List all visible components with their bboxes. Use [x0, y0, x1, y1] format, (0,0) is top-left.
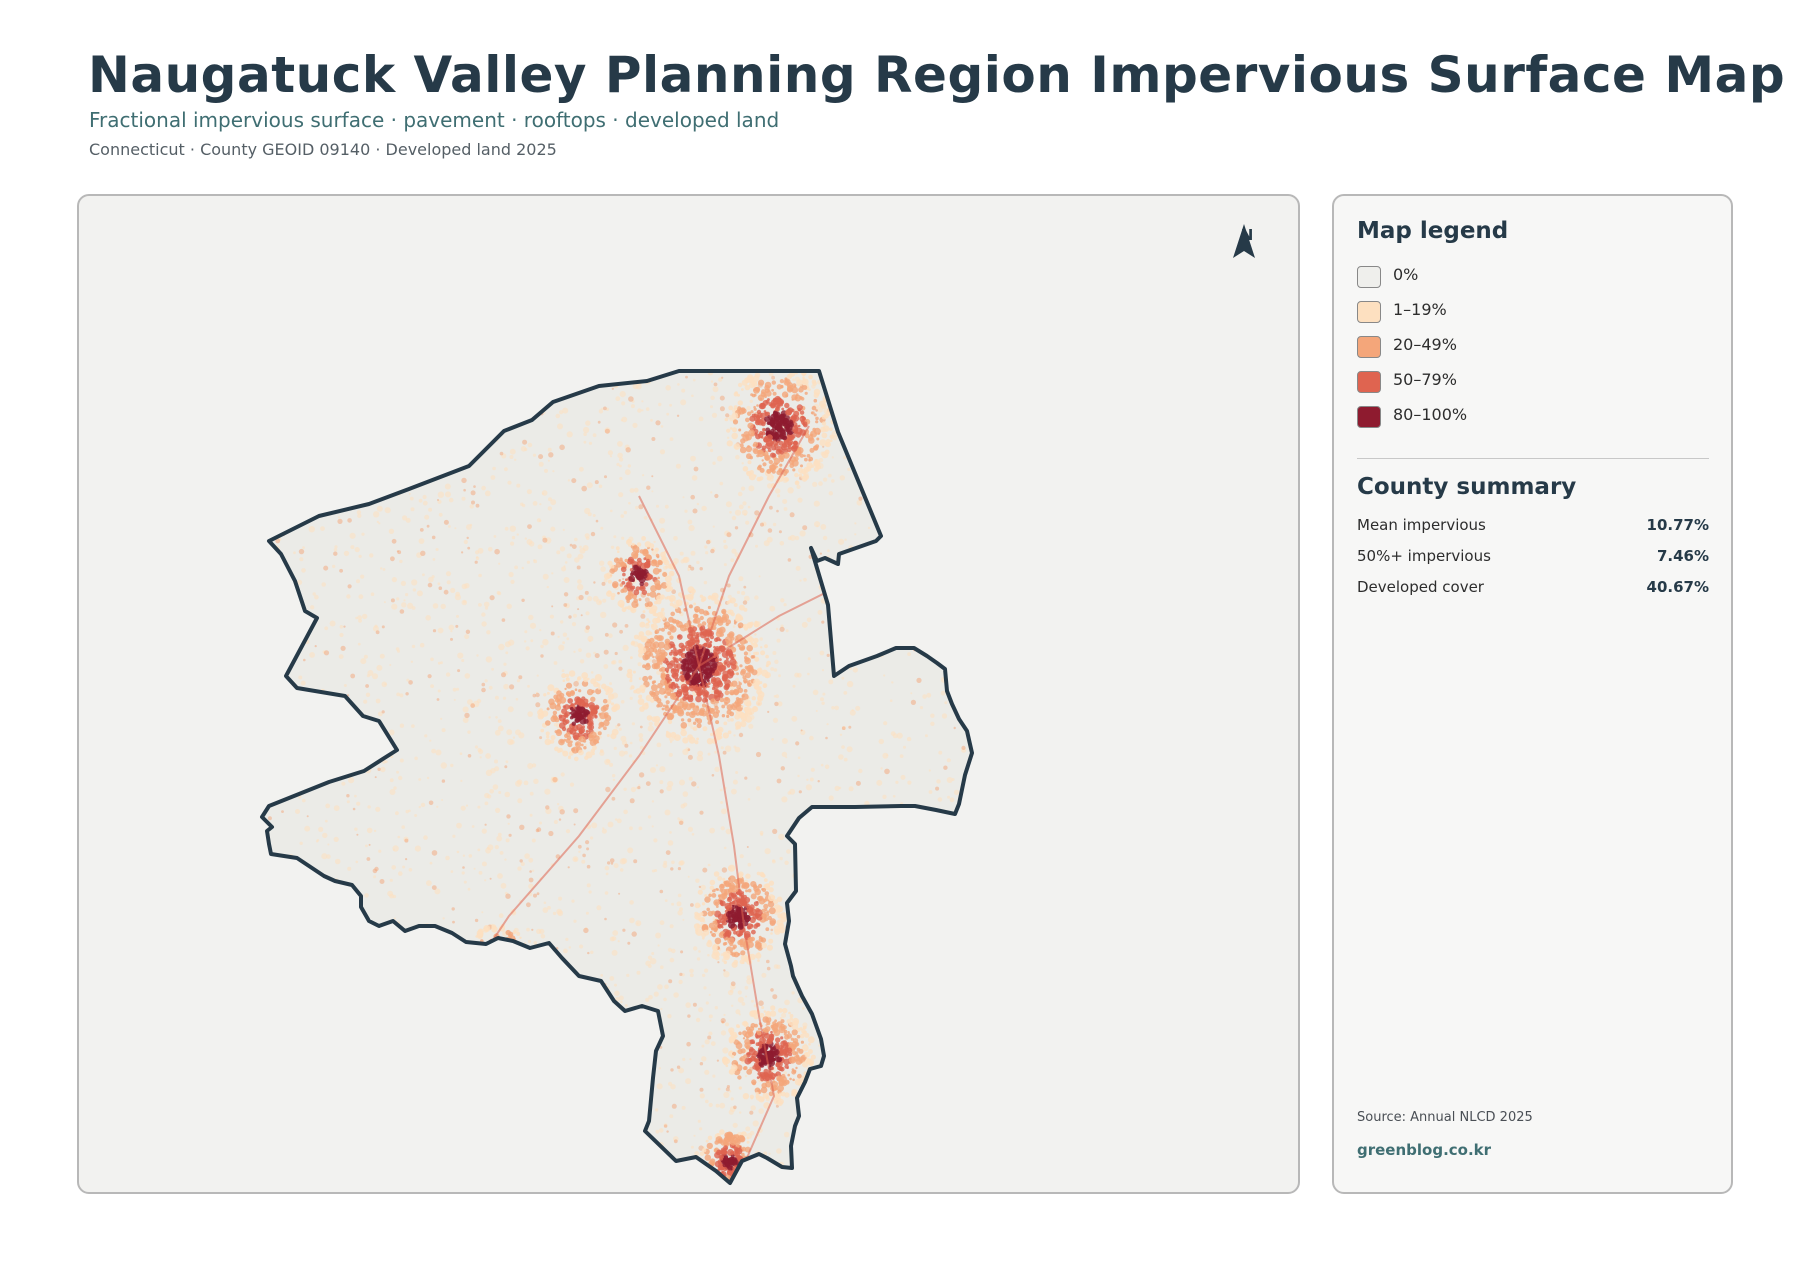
legend-label: 80–100% [1393, 405, 1468, 424]
source-note: Source: Annual NLCD 2025 [1357, 1110, 1533, 1125]
summary-table: Mean impervious 10.77% 50%+ impervious 7… [1357, 516, 1709, 609]
summary-label: Developed cover [1357, 578, 1484, 596]
legend-panel: Map legend 0% 1–19% 20–49% 50–79% 80–100… [1332, 194, 1733, 1194]
legend-swatch [1357, 371, 1381, 393]
summary-value: 40.67% [1646, 578, 1709, 596]
summary-row: Mean impervious 10.77% [1357, 516, 1709, 547]
legend-label: 50–79% [1393, 370, 1457, 389]
page-subtitle: Fractional impervious surface · pavement… [89, 108, 780, 132]
legend-swatch [1357, 266, 1381, 288]
legend-item: 1–19% [1357, 301, 1467, 336]
site-link[interactable]: greenblog.co.kr [1357, 1141, 1492, 1159]
legend-label: 20–49% [1393, 335, 1457, 354]
legend-swatch [1357, 336, 1381, 358]
summary-label: Mean impervious [1357, 516, 1486, 534]
page-meta: Connecticut · County GEOID 09140 · Devel… [89, 140, 557, 159]
summary-value: 10.77% [1646, 516, 1709, 534]
legend-item: 50–79% [1357, 371, 1467, 406]
page-title: Naugatuck Valley Planning Region Impervi… [88, 46, 1786, 104]
summary-row: Developed cover 40.67% [1357, 578, 1709, 609]
legend-swatch [1357, 406, 1381, 428]
summary-value: 7.46% [1656, 547, 1709, 565]
legend-title: Map legend [1357, 218, 1509, 244]
legend-list: 0% 1–19% 20–49% 50–79% 80–100% [1357, 266, 1467, 441]
map-panel[interactable]: N [77, 194, 1300, 1194]
county-boundary [260, 369, 974, 1185]
legend-swatch [1357, 301, 1381, 323]
legend-label: 0% [1393, 265, 1419, 284]
legend-divider [1357, 458, 1709, 459]
legend-item: 80–100% [1357, 406, 1467, 441]
county-land [262, 371, 972, 1183]
legend-label: 1–19% [1393, 300, 1447, 319]
summary-row: 50%+ impervious 7.46% [1357, 547, 1709, 578]
legend-item: 0% [1357, 266, 1467, 301]
summary-label: 50%+ impervious [1357, 547, 1491, 565]
north-arrow: N [1232, 224, 1262, 258]
map-canvas[interactable] [79, 196, 1300, 1194]
summary-title: County summary [1357, 474, 1577, 500]
north-arrow-icon [1233, 224, 1255, 258]
legend-item: 20–49% [1357, 336, 1467, 371]
